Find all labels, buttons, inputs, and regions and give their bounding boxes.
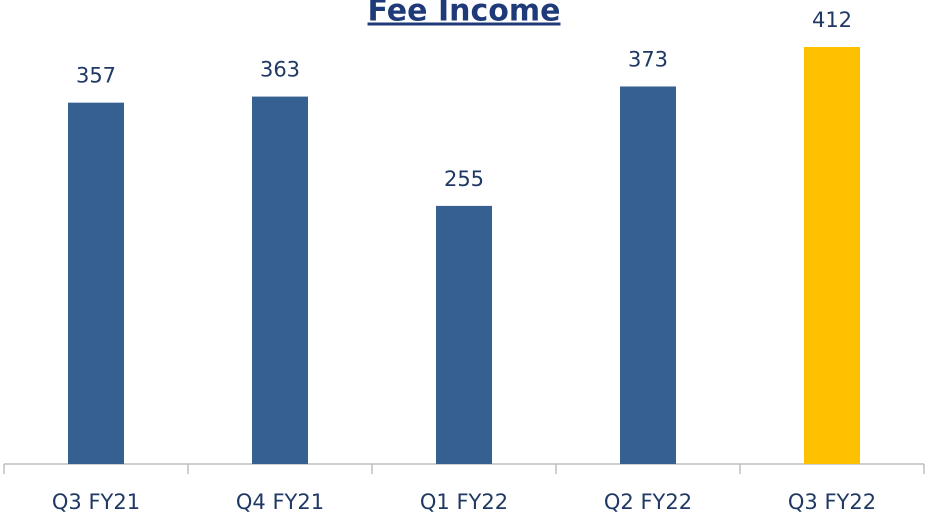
data-label: 412 (812, 8, 852, 32)
bar (252, 96, 308, 464)
x-tick-label: Q2 FY22 (604, 490, 692, 514)
data-label: 373 (628, 47, 668, 71)
x-tick-label: Q4 FY21 (236, 490, 324, 514)
x-tick-label: Q3 FY22 (788, 490, 876, 514)
bar (804, 47, 860, 464)
bar (68, 102, 124, 464)
data-label: 363 (260, 58, 300, 82)
bar (436, 205, 492, 464)
chart-title: Fee Income (368, 0, 561, 29)
data-label: 357 (76, 64, 116, 88)
data-label: 255 (444, 167, 484, 191)
bar (620, 86, 676, 464)
x-tick-label: Q1 FY22 (420, 490, 508, 514)
x-tick-label: Q3 FY21 (52, 490, 140, 514)
